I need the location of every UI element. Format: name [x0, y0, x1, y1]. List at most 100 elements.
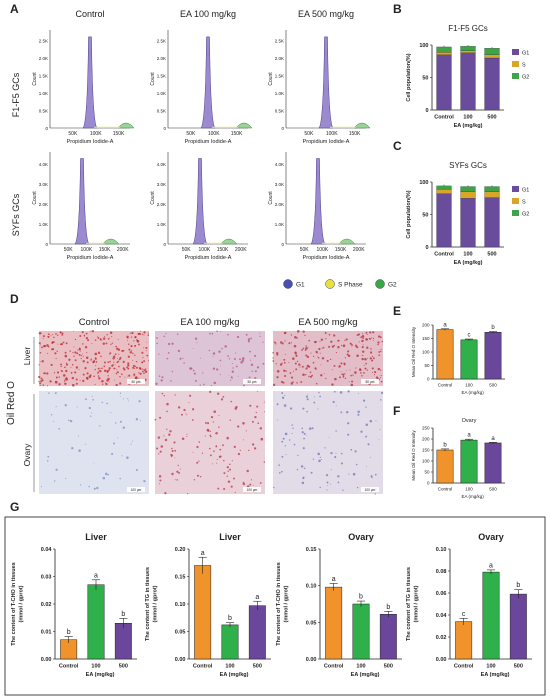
stain-dot	[97, 375, 100, 377]
stain-dot	[380, 350, 382, 353]
stain-dot	[330, 451, 333, 455]
stain-dot	[112, 357, 115, 360]
significance-letter: c	[468, 333, 471, 339]
stain-dot	[239, 358, 241, 361]
tick-label: 3.0K	[157, 182, 166, 187]
stain-dot	[326, 481, 329, 484]
stain-dot	[303, 437, 305, 440]
stain-dot	[193, 479, 196, 481]
stain-dot	[176, 470, 179, 473]
stain-dot	[84, 398, 87, 401]
stain-dot	[58, 376, 60, 378]
stain-dot	[304, 349, 307, 351]
stain-dot	[207, 422, 210, 425]
stain-dot	[116, 361, 119, 364]
stain-dot	[199, 384, 201, 386]
tick-label: 50K	[182, 247, 192, 253]
bar-segment-g1	[460, 52, 476, 111]
stain-dot	[295, 354, 298, 357]
stain-dot	[313, 401, 316, 404]
stain-dot	[339, 391, 343, 394]
stain-dot	[189, 367, 192, 370]
stain-dot	[70, 366, 72, 368]
stain-dot	[365, 331, 368, 334]
stain-dot	[65, 362, 68, 365]
stain-dot	[249, 483, 252, 486]
stain-dot	[86, 372, 89, 375]
stain-dot	[380, 369, 382, 371]
stain-dot	[374, 473, 377, 476]
stain-dot	[303, 467, 306, 470]
bar-segment-g1	[484, 57, 500, 111]
bar-segment-g1	[484, 197, 500, 248]
legend-label: G2	[522, 212, 529, 218]
tick-label: 1.5K	[275, 74, 284, 79]
stain-dot	[49, 380, 52, 383]
tick-label: 0	[281, 242, 284, 247]
stain-dot	[262, 341, 264, 343]
stain-dot	[279, 363, 283, 366]
stain-dot	[372, 337, 375, 340]
stain-dot	[216, 368, 219, 371]
scale-bar-box	[243, 487, 261, 492]
stain-dot	[47, 336, 49, 337]
stain-dot	[99, 338, 102, 341]
stain-dot	[227, 470, 229, 472]
stain-dot	[143, 360, 146, 363]
stain-dot	[276, 419, 278, 421]
stain-dot	[369, 357, 372, 360]
stain-dot	[272, 351, 274, 354]
s-phase-band	[204, 242, 223, 244]
stain-dot	[85, 356, 89, 360]
tick-label: 2.0K	[157, 56, 166, 61]
stain-dot	[281, 342, 284, 345]
stain-dot	[361, 354, 363, 356]
stain-dot	[314, 367, 317, 370]
stain-dot	[92, 361, 95, 364]
stain-dot	[295, 368, 298, 371]
stain-dot	[194, 337, 198, 340]
stain-dot	[230, 485, 233, 488]
flow-row-title: SYFs GCs	[11, 193, 21, 236]
stain-dot	[219, 374, 221, 376]
g2-peak	[102, 238, 120, 245]
stain-dot	[319, 352, 321, 354]
ovary-stain-image: 100 μm	[39, 391, 149, 494]
stain-dot	[107, 338, 110, 340]
stain-dot	[306, 355, 310, 359]
stain-dot	[155, 382, 158, 386]
stain-dot	[354, 371, 357, 374]
stain-dot	[209, 332, 211, 335]
stain-dot	[241, 359, 245, 362]
y-axis-label: Mean Oil Red O Intensity	[411, 430, 416, 481]
stain-dot	[292, 427, 294, 430]
stain-dot	[307, 394, 309, 396]
chart-e: 0 50 100 150 200 Control a 100 c 500 b EA (mg/kg) Me…	[411, 322, 505, 395]
stain-dot	[311, 427, 314, 430]
tick-label: 2.0K	[39, 56, 48, 61]
stain-dot	[332, 400, 335, 404]
stain-dot	[227, 355, 229, 357]
stain-dot	[143, 479, 146, 483]
tick-label: 0.5K	[157, 109, 166, 114]
bar-segment-g2	[484, 186, 500, 192]
stain-dot	[235, 365, 238, 368]
stain-dot	[342, 373, 345, 376]
chart-title: Ovary	[462, 418, 477, 424]
stain-dot	[302, 447, 305, 450]
stain-dot	[53, 372, 56, 374]
stain-dot	[362, 333, 364, 335]
stain-dot	[164, 438, 168, 442]
stain-dot	[325, 338, 327, 340]
tick-label: 150K	[113, 131, 125, 137]
stain-dot	[160, 379, 163, 382]
stain-dot	[340, 411, 343, 414]
stain-dot	[163, 394, 166, 397]
stain-dot	[118, 353, 120, 355]
legend-swatch	[512, 198, 519, 204]
stain-dot	[143, 334, 145, 336]
stain-dot	[289, 407, 293, 410]
stain-dot	[239, 449, 241, 452]
significance-letter: b	[516, 582, 520, 589]
stain-dot	[294, 362, 297, 365]
